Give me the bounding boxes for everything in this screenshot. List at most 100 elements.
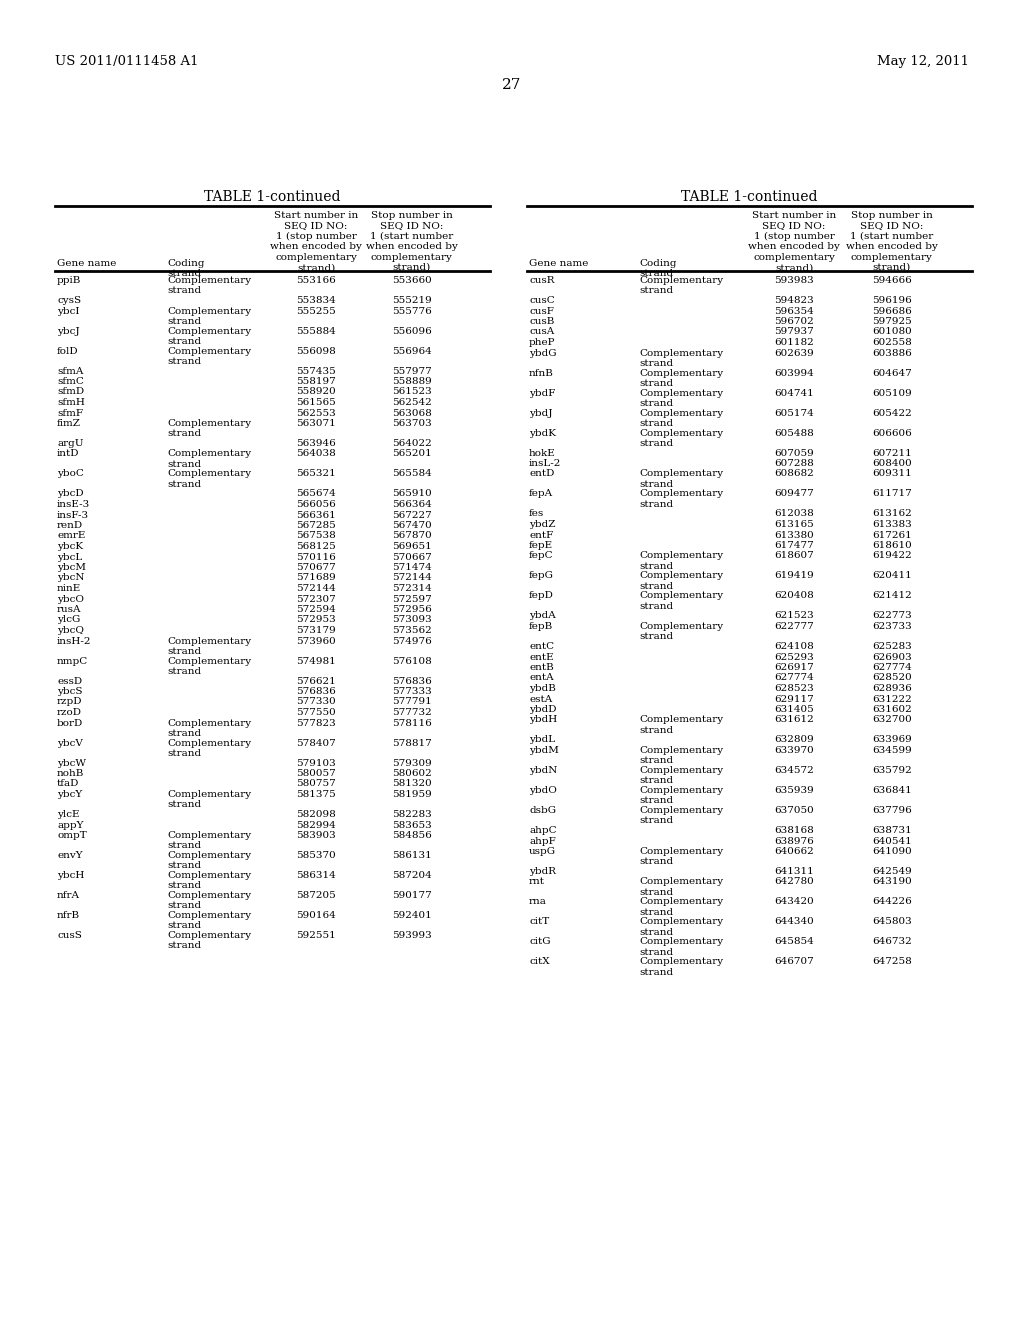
Text: 576621: 576621 [296, 676, 336, 685]
Text: 624108: 624108 [774, 642, 814, 651]
Text: rnt: rnt [529, 878, 545, 887]
Text: 572307: 572307 [296, 594, 336, 603]
Text: 646707: 646707 [774, 957, 814, 966]
Text: 643420: 643420 [774, 898, 814, 907]
Text: 577732: 577732 [392, 708, 431, 717]
Text: ahpC: ahpC [529, 826, 557, 836]
Text: 613383: 613383 [872, 520, 911, 529]
Text: nohB: nohB [57, 770, 84, 777]
Text: 562542: 562542 [392, 399, 431, 407]
Text: 563071: 563071 [296, 418, 336, 428]
Text: US 2011/0111458 A1: US 2011/0111458 A1 [55, 55, 199, 69]
Text: 580602: 580602 [392, 770, 431, 777]
Text: 578116: 578116 [392, 718, 431, 727]
Text: insF-3: insF-3 [57, 511, 89, 520]
Text: 645854: 645854 [774, 937, 814, 946]
Text: ybdN: ybdN [529, 766, 557, 775]
Text: Complementary
strand: Complementary strand [639, 622, 723, 642]
Text: 567470: 567470 [392, 521, 431, 531]
Text: 596354: 596354 [774, 306, 814, 315]
Text: 601080: 601080 [872, 327, 911, 337]
Text: ybdD: ybdD [529, 705, 556, 714]
Text: 608682: 608682 [774, 470, 814, 479]
Text: 633970: 633970 [774, 746, 814, 755]
Text: 629117: 629117 [774, 694, 814, 704]
Text: folD: folD [57, 346, 79, 355]
Text: Complementary
strand: Complementary strand [167, 306, 251, 326]
Text: 637796: 637796 [872, 807, 911, 814]
Text: ybdA: ybdA [529, 611, 556, 620]
Text: ybcN: ybcN [57, 573, 85, 582]
Text: 577791: 577791 [392, 697, 431, 706]
Text: 573179: 573179 [296, 626, 336, 635]
Text: 635792: 635792 [872, 766, 911, 775]
Text: 636841: 636841 [872, 785, 911, 795]
Text: 572956: 572956 [392, 605, 431, 614]
Text: 566056: 566056 [296, 500, 336, 510]
Text: fepD: fepD [529, 591, 554, 601]
Text: 582994: 582994 [296, 821, 336, 829]
Text: 605422: 605422 [872, 408, 911, 417]
Text: 612038: 612038 [774, 510, 814, 519]
Text: Complementary
strand: Complementary strand [167, 326, 251, 346]
Text: 582283: 582283 [392, 810, 431, 818]
Text: 605174: 605174 [774, 408, 814, 417]
Text: rzoD: rzoD [57, 708, 82, 717]
Text: 618607: 618607 [774, 552, 814, 561]
Text: ybdM: ybdM [529, 746, 559, 755]
Text: Complementary
strand: Complementary strand [639, 429, 723, 447]
Text: 625283: 625283 [872, 642, 911, 651]
Text: pheP: pheP [529, 338, 555, 347]
Text: 640541: 640541 [872, 837, 911, 846]
Text: 587204: 587204 [392, 871, 431, 880]
Text: rna: rna [529, 898, 547, 907]
Text: ybdH: ybdH [529, 715, 557, 725]
Text: Complementary
strand: Complementary strand [167, 276, 251, 296]
Text: sfmC: sfmC [57, 378, 84, 385]
Text: fes: fes [529, 510, 544, 519]
Text: Complementary
strand: Complementary strand [639, 917, 723, 937]
Text: cusS: cusS [57, 931, 82, 940]
Text: Complementary
strand: Complementary strand [639, 807, 723, 825]
Text: emrE: emrE [57, 532, 85, 540]
Text: 571474: 571474 [392, 564, 431, 572]
Text: nfnB: nfnB [529, 368, 554, 378]
Text: 628936: 628936 [872, 684, 911, 693]
Text: 627774: 627774 [872, 663, 911, 672]
Text: 597925: 597925 [872, 317, 911, 326]
Text: 607211: 607211 [872, 449, 911, 458]
Text: 569651: 569651 [392, 543, 431, 550]
Text: 642549: 642549 [872, 867, 911, 876]
Text: 576836: 576836 [296, 686, 336, 696]
Text: 631405: 631405 [774, 705, 814, 714]
Text: Complementary
strand: Complementary strand [639, 766, 723, 785]
Text: 580057: 580057 [296, 770, 336, 777]
Text: entF: entF [529, 531, 553, 540]
Text: Stop number in
SEQ ID NO:
1 (start number
when encoded by
complementary
strand): Stop number in SEQ ID NO: 1 (start numbe… [846, 211, 938, 272]
Text: 568125: 568125 [296, 543, 336, 550]
Text: 611717: 611717 [872, 490, 911, 499]
Text: 601182: 601182 [774, 338, 814, 347]
Text: 622777: 622777 [774, 622, 814, 631]
Text: 558197: 558197 [296, 378, 336, 385]
Text: nfrA: nfrA [57, 891, 80, 900]
Text: Complementary
strand: Complementary strand [639, 715, 723, 735]
Text: cusA: cusA [529, 327, 554, 337]
Text: ybcO: ybcO [57, 594, 84, 603]
Text: 642780: 642780 [774, 878, 814, 887]
Text: Complementary
strand: Complementary strand [639, 591, 723, 611]
Text: ybcW: ybcW [57, 759, 86, 767]
Text: Complementary
strand: Complementary strand [639, 847, 723, 866]
Text: 632809: 632809 [774, 735, 814, 744]
Text: citX: citX [529, 957, 550, 966]
Text: 594823: 594823 [774, 296, 814, 305]
Text: ybcL: ybcL [57, 553, 82, 561]
Text: 555884: 555884 [296, 326, 336, 335]
Text: 645803: 645803 [872, 917, 911, 927]
Text: 577330: 577330 [296, 697, 336, 706]
Text: 596702: 596702 [774, 317, 814, 326]
Text: Complementary
strand: Complementary strand [167, 418, 251, 438]
Text: 576836: 576836 [392, 676, 431, 685]
Text: 558920: 558920 [296, 388, 336, 396]
Text: 573562: 573562 [392, 626, 431, 635]
